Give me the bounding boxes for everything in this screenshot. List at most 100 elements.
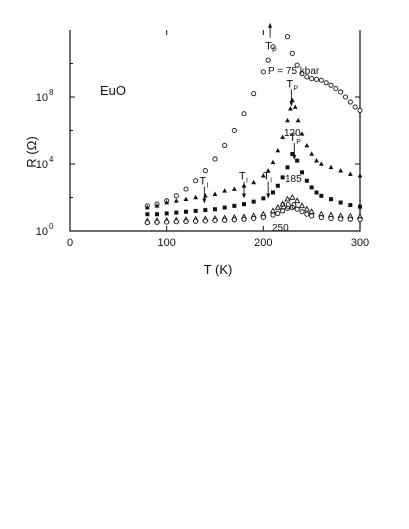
data-point xyxy=(251,215,257,221)
data-point xyxy=(314,190,319,195)
annotation-label: T xyxy=(263,170,270,182)
data-point xyxy=(338,168,344,173)
data-point xyxy=(304,178,309,183)
data-point xyxy=(145,212,150,217)
x-tick-label: 200 xyxy=(254,237,272,249)
annotation-label: T xyxy=(199,175,206,187)
data-point xyxy=(202,193,208,198)
data-point xyxy=(203,208,208,213)
annotation-arrowhead xyxy=(268,22,273,28)
series-layer xyxy=(144,34,364,226)
y-tick-exponent: 4 xyxy=(49,155,54,164)
annotation-subscript: I xyxy=(270,177,272,184)
data-point xyxy=(183,196,189,201)
data-point xyxy=(298,202,306,209)
data-point xyxy=(309,76,315,82)
data-point xyxy=(251,91,257,97)
data-point xyxy=(269,207,277,214)
x-tick-label: 0 xyxy=(67,237,73,249)
data-point xyxy=(164,199,170,205)
annotation-arrowhead xyxy=(242,193,246,199)
data-point xyxy=(294,197,301,204)
data-point xyxy=(289,193,296,200)
data-point xyxy=(242,202,246,207)
data-point xyxy=(184,209,188,214)
data-point xyxy=(284,205,291,211)
data-point xyxy=(174,210,179,215)
data-point xyxy=(164,211,169,216)
data-point xyxy=(280,208,286,214)
axis-frame xyxy=(69,30,361,232)
data-point xyxy=(231,186,237,191)
curve-label: 250 xyxy=(272,223,289,234)
data-point xyxy=(270,159,276,165)
data-point xyxy=(318,77,324,83)
data-point xyxy=(212,156,218,162)
data-point xyxy=(164,219,170,225)
data-point xyxy=(213,207,217,212)
data-point xyxy=(338,200,343,205)
data-point xyxy=(154,203,160,208)
data-point xyxy=(295,158,300,163)
data-point xyxy=(323,80,329,86)
data-point xyxy=(299,209,305,215)
data-point xyxy=(328,164,334,170)
data-point xyxy=(289,50,295,57)
data-point xyxy=(193,194,199,200)
data-point xyxy=(328,82,334,88)
y-tick-label: 10 xyxy=(36,226,48,238)
series-5 xyxy=(144,204,363,226)
annotation-arrowhead xyxy=(202,198,207,204)
data-point xyxy=(275,183,280,188)
data-point xyxy=(338,89,344,95)
sample-label: EuO xyxy=(100,83,126,98)
y-tick-exponent: 0 xyxy=(49,222,54,231)
annotation-label: T xyxy=(265,41,272,53)
data-point xyxy=(222,217,228,223)
series-2 xyxy=(144,97,363,210)
data-point xyxy=(357,173,363,178)
data-point xyxy=(318,215,324,221)
data-point xyxy=(222,205,227,210)
y-tick-exponent: 8 xyxy=(49,88,54,97)
data-point xyxy=(352,104,358,110)
data-point xyxy=(357,217,363,223)
annotation-subscript: P xyxy=(272,48,277,55)
data-point xyxy=(231,127,237,134)
data-point xyxy=(288,106,293,111)
data-point xyxy=(275,210,281,216)
data-point xyxy=(260,214,266,220)
data-point xyxy=(309,213,315,219)
data-point xyxy=(270,212,276,218)
annotation-arrowhead xyxy=(289,101,294,107)
data-point xyxy=(294,206,300,212)
data-point xyxy=(280,175,285,180)
data-point xyxy=(347,216,353,222)
data-point xyxy=(318,161,324,166)
annotation-subscript: P xyxy=(296,139,301,146)
annotation-label: T xyxy=(289,132,296,144)
data-point xyxy=(275,148,281,153)
data-point xyxy=(292,104,298,109)
data-point xyxy=(222,188,228,193)
data-point xyxy=(308,208,315,214)
data-point xyxy=(193,218,199,224)
annotation-subscript: P xyxy=(293,85,298,92)
data-point xyxy=(347,171,353,176)
data-point xyxy=(304,74,310,80)
data-point xyxy=(338,216,344,222)
data-point xyxy=(173,219,179,225)
data-point xyxy=(284,195,291,202)
data-point xyxy=(183,186,189,192)
data-point xyxy=(265,168,271,173)
annotation-label: T xyxy=(239,170,246,182)
data-point xyxy=(294,62,300,68)
data-point xyxy=(304,142,310,148)
data-point xyxy=(212,218,218,224)
data-point xyxy=(183,219,189,225)
data-point xyxy=(193,208,198,213)
